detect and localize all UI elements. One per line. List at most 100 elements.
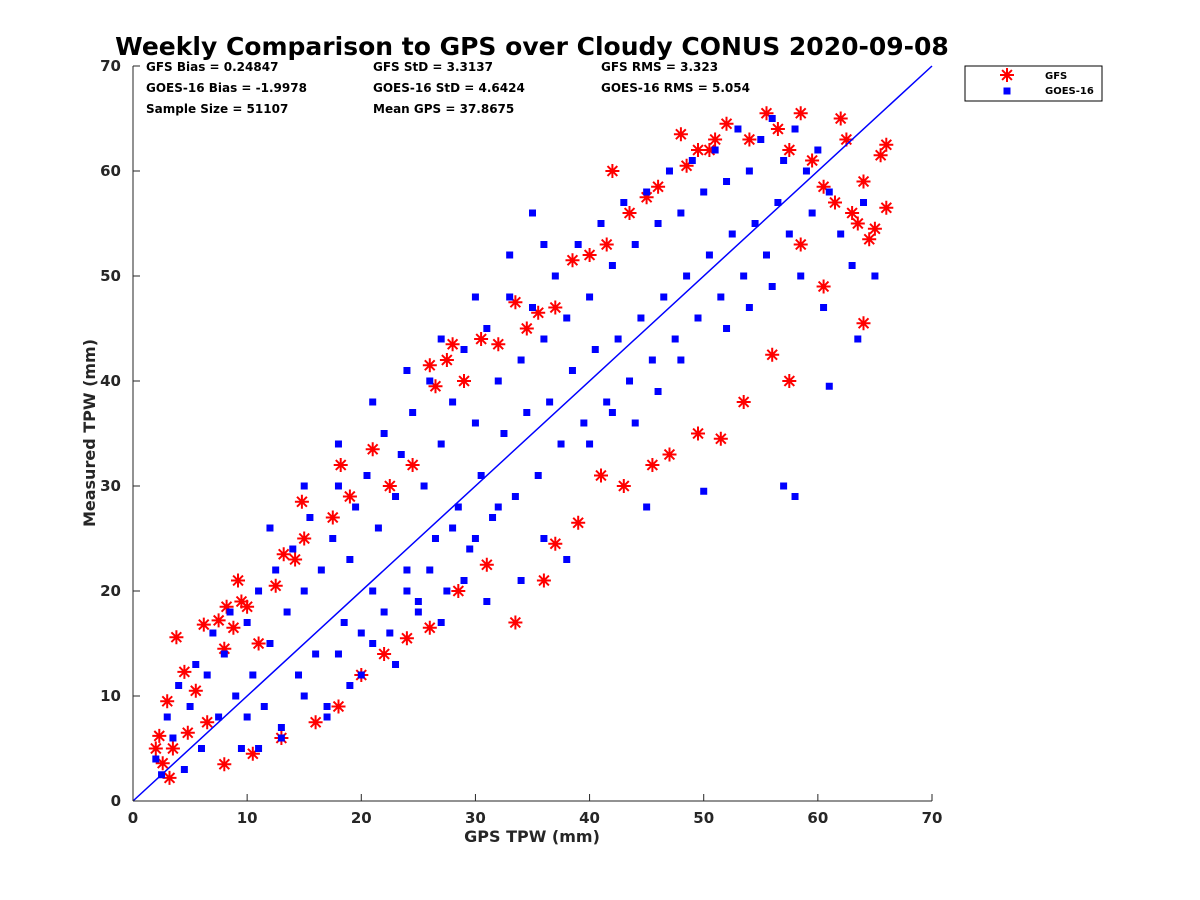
goes16-point xyxy=(403,566,411,574)
legend: GFS GOES-16 xyxy=(964,65,1103,102)
gfs-point xyxy=(405,458,420,472)
goes16-point xyxy=(705,251,713,259)
goes16-point xyxy=(443,587,451,595)
goes16-point xyxy=(791,125,799,133)
goes16-point xyxy=(437,619,445,626)
stat-goes16-bias: GOES-16 Bias = -1.9978 xyxy=(146,81,307,95)
gfs-point xyxy=(770,122,785,136)
goes16-point xyxy=(369,640,377,647)
goes16-point xyxy=(483,598,491,605)
stat-sample-size: Sample Size = 51107 xyxy=(146,102,288,116)
gfs-point xyxy=(605,164,620,178)
gfs-point xyxy=(445,337,460,352)
goes16-point xyxy=(312,650,320,658)
goes16-point xyxy=(511,493,519,500)
goes16-point xyxy=(540,335,548,343)
goes16-point xyxy=(529,209,536,217)
goes16-point xyxy=(300,692,308,700)
y-tick-label: 0 xyxy=(111,792,121,810)
gfs-point xyxy=(548,300,563,315)
goes16-point xyxy=(266,524,274,532)
goes16-point xyxy=(460,346,468,353)
goes16-point xyxy=(860,199,868,206)
gfs-point xyxy=(365,442,380,457)
goes16-point xyxy=(340,619,348,626)
gfs-point xyxy=(226,620,241,635)
goes16-point xyxy=(728,230,736,238)
goes16-point xyxy=(489,514,497,521)
gfs-point xyxy=(691,426,705,441)
goes16-point xyxy=(152,755,160,763)
goes16-point xyxy=(380,430,388,437)
goes16-point xyxy=(694,314,702,322)
gfs-point xyxy=(308,715,323,730)
gfs-point xyxy=(508,295,523,310)
gfs-point xyxy=(333,458,348,472)
gfs-point xyxy=(691,143,705,157)
gfs-point xyxy=(845,206,860,220)
gfs-point xyxy=(297,531,312,546)
stats-block: GFS Bias = 0.24847 GFS StD = 3.3137 GFS … xyxy=(146,60,750,116)
gfs-point xyxy=(217,641,232,656)
gfs-point xyxy=(679,158,694,173)
gfs-point xyxy=(713,431,728,446)
gfs-point xyxy=(828,195,842,210)
goes16-point xyxy=(414,608,422,616)
goes16-point xyxy=(306,514,314,521)
gfs-point xyxy=(599,237,614,252)
goes16-point xyxy=(346,682,354,689)
goes16-point xyxy=(654,388,662,395)
gfs-point xyxy=(742,132,757,147)
gfs-point xyxy=(782,143,797,157)
gfs-point xyxy=(422,620,437,635)
gfs-point xyxy=(234,594,249,609)
goes16-point xyxy=(357,671,365,679)
goes16-point xyxy=(220,650,228,658)
goes16-point xyxy=(540,535,548,542)
goes16-point xyxy=(591,346,599,353)
goes16-point xyxy=(791,493,799,500)
y-ticks: 0 10 20 30 40 50 60 70 xyxy=(100,57,140,810)
goes16-point xyxy=(277,734,285,742)
goes16-point xyxy=(380,608,388,616)
one-to-one-line xyxy=(132,65,933,802)
goes16-point xyxy=(745,304,753,311)
gfs-point xyxy=(211,613,226,628)
gfs-point xyxy=(474,332,489,346)
x-ticks: 0 10 20 30 40 50 60 70 xyxy=(128,794,942,827)
goes16-point xyxy=(751,220,759,227)
goes16-point xyxy=(780,157,788,164)
goes16-point xyxy=(785,230,793,238)
goes16-point xyxy=(409,409,417,416)
gfs-point xyxy=(805,153,820,168)
y-tick-label: 20 xyxy=(100,582,121,600)
gfs-point xyxy=(519,321,534,336)
x-axis-label: GPS TPW (mm) xyxy=(464,827,600,846)
gfs-point xyxy=(651,179,666,194)
goes16-point xyxy=(243,713,251,721)
points-layer xyxy=(148,106,894,785)
goes16-point xyxy=(295,671,303,679)
gfs-point xyxy=(377,647,392,661)
goes16-point xyxy=(357,629,365,637)
gfs-point xyxy=(867,221,882,236)
gfs-point xyxy=(856,174,871,189)
goes16-point xyxy=(802,167,810,175)
goes16-point xyxy=(192,661,200,668)
legend-goes16-marker xyxy=(1003,87,1011,95)
gfs-point xyxy=(673,127,688,142)
goes16-point xyxy=(237,745,245,752)
goes16-point xyxy=(369,398,377,406)
goes16-point xyxy=(620,199,628,206)
goes16-point xyxy=(700,487,708,495)
goes16-point xyxy=(471,293,479,301)
goes16-point xyxy=(683,272,691,280)
gfs-point xyxy=(702,143,717,157)
goes16-point xyxy=(323,713,331,721)
goes16-point xyxy=(626,377,634,385)
gfs-point xyxy=(162,770,177,785)
gfs-point xyxy=(622,206,637,220)
goes16-point xyxy=(546,398,554,406)
gfs-point xyxy=(816,279,831,294)
gfs-point xyxy=(240,599,255,614)
